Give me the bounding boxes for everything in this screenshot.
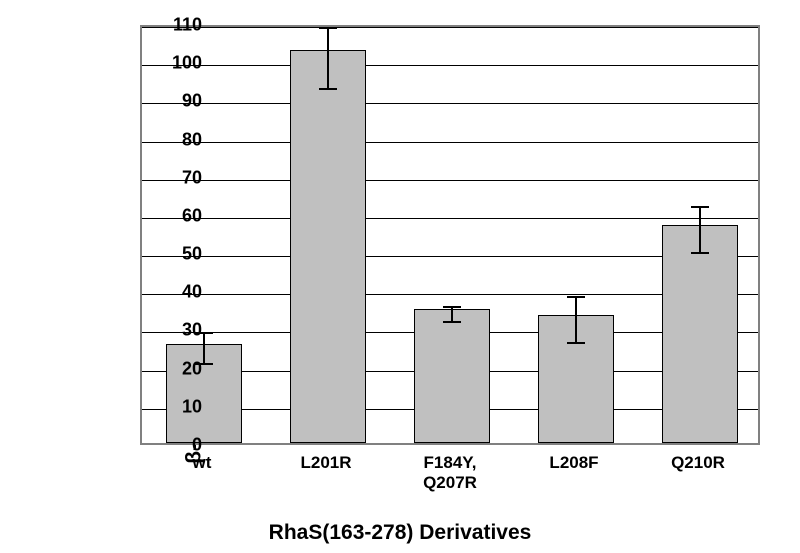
bar — [290, 50, 367, 443]
plot-area — [140, 25, 760, 445]
gridline — [142, 65, 758, 66]
error-bar — [699, 206, 701, 252]
gridline — [142, 27, 758, 28]
y-tick-label: 40 — [162, 282, 202, 303]
y-tick-label: 20 — [162, 358, 202, 379]
error-bar — [203, 332, 205, 363]
y-tick-label: 30 — [162, 320, 202, 341]
y-tick-label: 100 — [162, 53, 202, 74]
error-cap-bottom — [319, 88, 337, 90]
y-tick-label: 60 — [162, 205, 202, 226]
error-cap-bottom — [691, 252, 709, 254]
x-axis-label: RhaS(163-278) Derivatives — [269, 521, 532, 545]
gridline — [142, 103, 758, 104]
y-tick-label: 80 — [162, 129, 202, 150]
x-tick-label: L208F — [549, 453, 598, 473]
y-tick-label: 110 — [162, 15, 202, 36]
y-tick-label: 50 — [162, 244, 202, 265]
y-tick-label: 90 — [162, 91, 202, 112]
error-cap-top — [319, 27, 337, 29]
x-tick-label: F184Y, Q207R — [423, 453, 477, 494]
error-bar — [327, 27, 329, 88]
error-cap-bottom — [443, 321, 461, 323]
error-bar — [575, 296, 577, 342]
gridline — [142, 180, 758, 181]
error-cap-top — [567, 296, 585, 298]
error-cap-bottom — [567, 342, 585, 344]
x-tick-label: L201R — [300, 453, 351, 473]
y-tick-label: 10 — [162, 396, 202, 417]
gridline — [142, 218, 758, 219]
error-cap-top — [691, 206, 709, 208]
bar-chart: 0102030405060708090100110 wtL201RF184Y, … — [90, 15, 780, 495]
x-tick-label: wt — [193, 453, 212, 473]
x-tick-label: Q210R — [671, 453, 725, 473]
error-cap-top — [443, 306, 461, 308]
error-bar — [451, 306, 453, 321]
bar — [414, 309, 491, 443]
y-tick-label: 70 — [162, 167, 202, 188]
gridline — [142, 142, 758, 143]
bar — [662, 225, 739, 443]
